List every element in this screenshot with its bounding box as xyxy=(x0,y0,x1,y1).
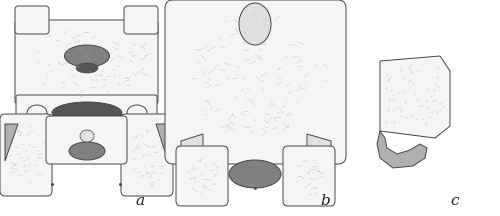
FancyBboxPatch shape xyxy=(15,6,49,34)
Polygon shape xyxy=(156,124,168,161)
Text: b: b xyxy=(320,194,330,208)
Ellipse shape xyxy=(229,160,281,188)
FancyBboxPatch shape xyxy=(46,116,127,164)
FancyBboxPatch shape xyxy=(283,146,335,206)
Polygon shape xyxy=(377,131,427,168)
Polygon shape xyxy=(380,56,450,138)
FancyBboxPatch shape xyxy=(176,146,228,206)
FancyBboxPatch shape xyxy=(0,114,52,196)
Ellipse shape xyxy=(69,142,105,160)
Ellipse shape xyxy=(52,102,122,124)
Text: a: a xyxy=(136,194,144,208)
Text: c: c xyxy=(451,194,459,208)
Ellipse shape xyxy=(27,105,47,121)
FancyBboxPatch shape xyxy=(121,114,173,196)
FancyBboxPatch shape xyxy=(165,0,346,164)
FancyBboxPatch shape xyxy=(15,20,158,104)
Polygon shape xyxy=(5,124,18,161)
Ellipse shape xyxy=(64,45,110,67)
FancyBboxPatch shape xyxy=(16,95,157,126)
FancyBboxPatch shape xyxy=(124,6,158,34)
Ellipse shape xyxy=(127,105,147,121)
Polygon shape xyxy=(181,134,203,156)
Ellipse shape xyxy=(239,3,271,45)
Ellipse shape xyxy=(80,130,94,142)
Ellipse shape xyxy=(76,63,98,73)
Polygon shape xyxy=(307,134,331,156)
